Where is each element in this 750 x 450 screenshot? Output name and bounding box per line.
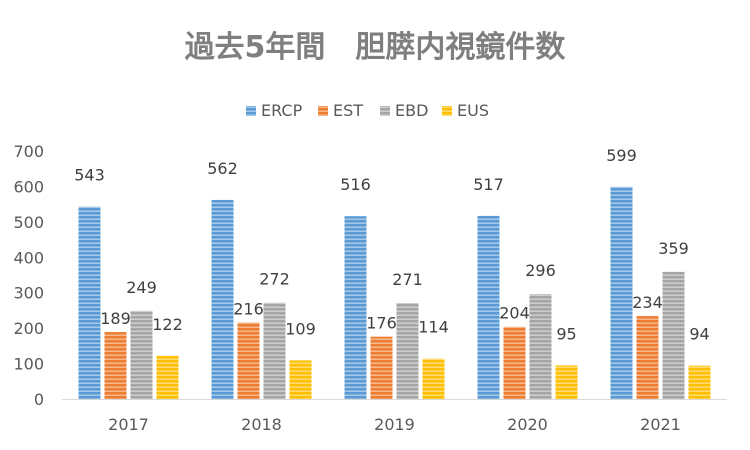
legend-item-ercp: ERCP xyxy=(246,101,303,120)
data-label-est-2017: 189 xyxy=(100,309,131,328)
bar-ercp-2017 xyxy=(78,206,101,399)
data-label-eus-2018: 109 xyxy=(285,319,316,338)
bar-ercp-2021 xyxy=(610,186,633,399)
bar-eus-2021 xyxy=(688,365,711,399)
bar-ebd-2019 xyxy=(396,302,419,399)
legend-item-eus: EUS xyxy=(442,101,489,120)
bar-eus-2019 xyxy=(422,358,445,399)
bar-est-2019 xyxy=(370,336,393,399)
legend-swatch-est xyxy=(318,106,328,116)
bar-est-2018 xyxy=(237,322,260,399)
legend-swatch-eus xyxy=(442,106,452,116)
x-tick-label: 2017 xyxy=(108,415,149,434)
data-label-ercp-2021: 599 xyxy=(606,146,637,165)
y-tick-label: 300 xyxy=(13,284,44,303)
bar-ebd-2017 xyxy=(130,310,153,399)
data-label-ebd-2018: 272 xyxy=(259,270,290,289)
data-label-ercp-2019: 516 xyxy=(340,175,371,194)
x-tick-label: 2019 xyxy=(374,415,415,434)
bar-ercp-2020 xyxy=(477,215,500,399)
bar-ercp-2019 xyxy=(344,216,367,399)
y-tick-label: 200 xyxy=(13,319,44,338)
bar-ebd-2021 xyxy=(662,271,685,399)
data-label-ercp-2020: 517 xyxy=(473,175,504,194)
data-label-ebd-2017: 249 xyxy=(126,278,157,297)
y-tick-label: 600 xyxy=(13,177,44,196)
data-label-eus-2021: 94 xyxy=(689,325,709,344)
data-label-ercp-2017: 543 xyxy=(74,166,105,185)
data-label-eus-2020: 95 xyxy=(556,324,576,343)
y-tick-label: 400 xyxy=(13,248,44,267)
bar-est-2021 xyxy=(636,316,659,399)
y-axis: 0 100 200 300 400 500 600 700 xyxy=(13,142,44,409)
x-tick-label: 2021 xyxy=(640,415,681,434)
y-tick-label: 0 xyxy=(34,390,44,409)
bar-ercp-2018 xyxy=(211,199,234,399)
legend-item-est: EST xyxy=(318,101,363,120)
data-label-est-2018: 216 xyxy=(233,299,264,318)
x-tick-label: 2020 xyxy=(507,415,548,434)
x-axis: 2017 2018 2019 2020 2021 xyxy=(62,399,727,434)
data-label-ebd-2020: 296 xyxy=(525,261,556,280)
legend-label-ercp: ERCP xyxy=(261,101,303,120)
data-label-est-2021: 234 xyxy=(632,293,663,312)
bar-eus-2020 xyxy=(555,365,578,399)
bar-ebd-2018 xyxy=(263,302,286,399)
data-label-ebd-2021: 359 xyxy=(658,239,689,258)
x-tick-label: 2018 xyxy=(241,415,282,434)
legend-label-eus: EUS xyxy=(457,101,489,120)
y-tick-label: 500 xyxy=(13,213,44,232)
data-label-ebd-2019: 271 xyxy=(392,270,423,289)
chart-title: 過去5年間 胆膵内視鏡件数 xyxy=(185,30,567,65)
data-label-est-2019: 176 xyxy=(366,314,397,333)
data-labels: 543 189 249 122 562 216 272 109 516 176 271 114 517 2… xyxy=(74,146,709,344)
y-tick-label: 700 xyxy=(13,142,44,161)
data-label-eus-2017: 122 xyxy=(152,315,183,334)
y-tick-label: 100 xyxy=(13,355,44,374)
bar-est-2017 xyxy=(104,332,127,399)
data-label-est-2020: 204 xyxy=(499,304,530,323)
bars xyxy=(78,186,711,399)
bar-eus-2017 xyxy=(156,355,179,399)
legend-item-ebd: EBD xyxy=(380,101,428,120)
legend: ERCP EST EBD EUS xyxy=(246,101,489,120)
legend-label-est: EST xyxy=(333,101,363,120)
legend-swatch-ercp xyxy=(246,106,256,116)
bar-ebd-2020 xyxy=(529,294,552,399)
legend-label-ebd: EBD xyxy=(395,101,428,120)
bar-est-2020 xyxy=(503,326,526,399)
data-label-ercp-2018: 562 xyxy=(207,159,238,178)
bar-eus-2018 xyxy=(289,360,312,399)
legend-swatch-ebd xyxy=(380,106,390,116)
data-label-eus-2019: 114 xyxy=(418,318,449,337)
